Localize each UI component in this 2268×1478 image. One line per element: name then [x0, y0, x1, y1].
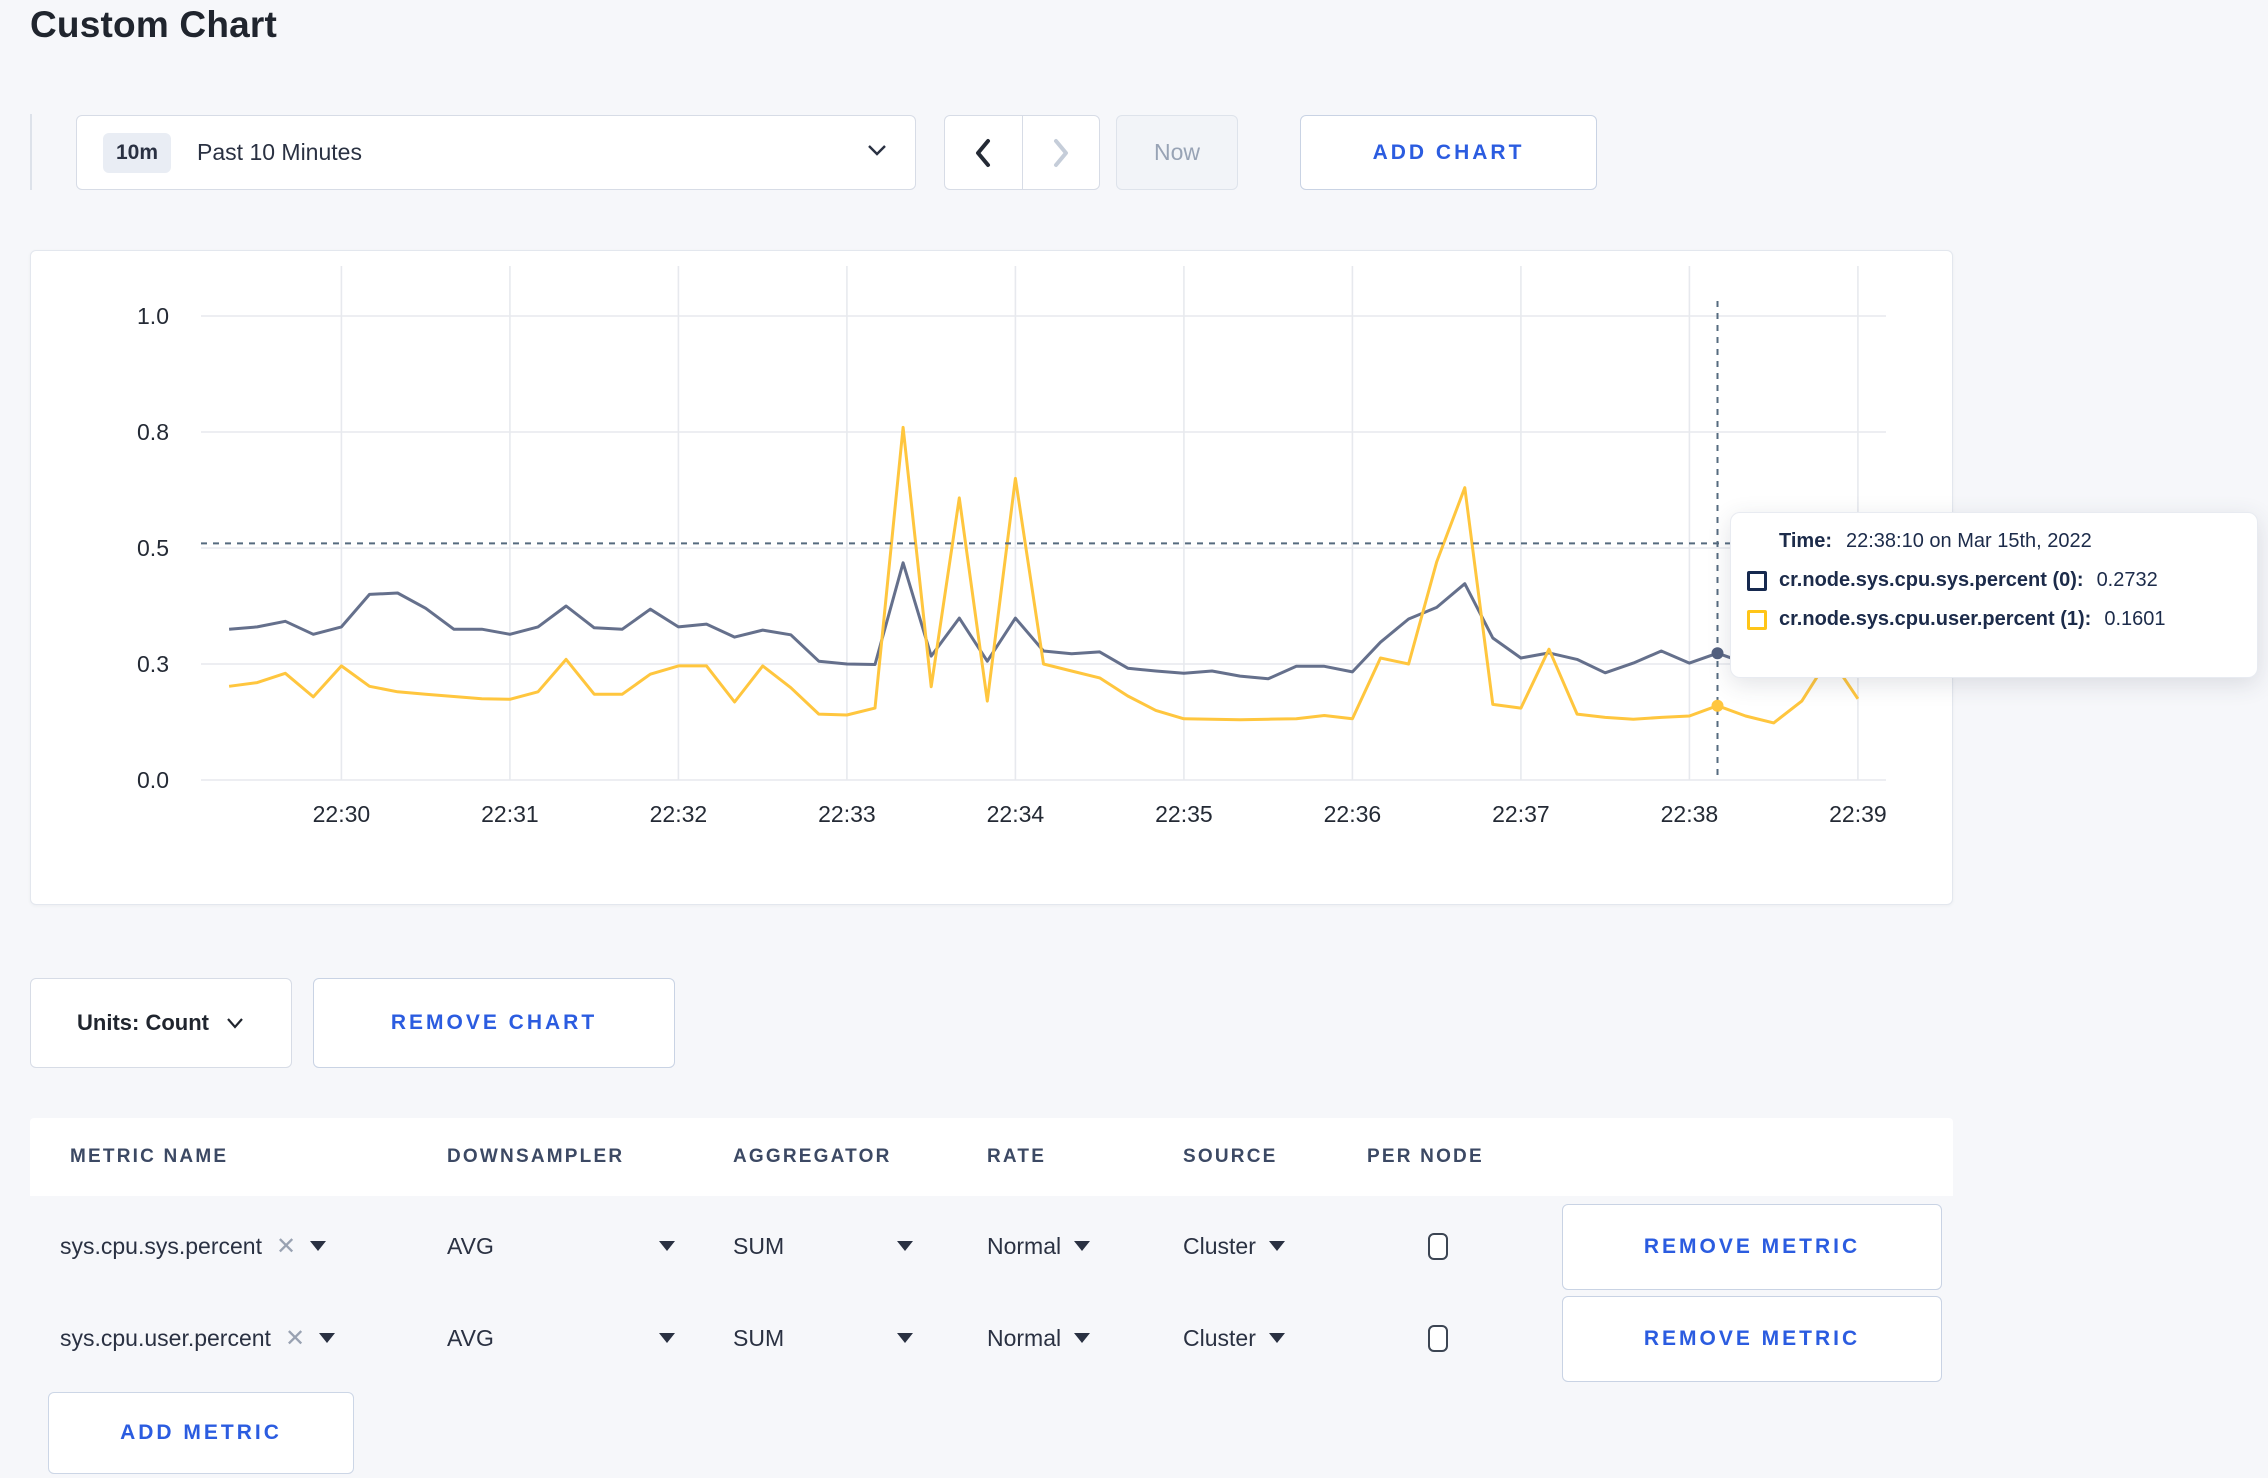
time-window-badge: 10m [103, 132, 172, 173]
rate-value: Normal [987, 1324, 1062, 1351]
metric-name: sys.cpu.user.percent [60, 1324, 271, 1351]
per-node-checkbox[interactable] [1428, 1324, 1448, 1352]
tooltip-series-row: cr.node.sys.cpu.user.percent (1): 0.1601 [1747, 608, 2257, 631]
dropdown-caret-icon [659, 1241, 675, 1251]
rate-select[interactable]: Normal [987, 1200, 1091, 1292]
dropdown-caret-icon [659, 1333, 675, 1343]
y-axis-tick-label: 0.5 [137, 535, 169, 561]
y-axis-tick-label: 0.3 [137, 651, 169, 677]
metric-name-cell: sys.cpu.user.percent ✕ [60, 1292, 336, 1384]
clear-metric-icon[interactable]: ✕ [284, 1324, 306, 1352]
clear-metric-icon[interactable]: ✕ [275, 1232, 297, 1260]
per-node-cell [1428, 1292, 1448, 1384]
source-value: Cluster [1183, 1324, 1256, 1351]
time-window-label: Past 10 Minutes [197, 139, 362, 165]
series-line-1 [228, 425, 1860, 725]
source-value: Cluster [1183, 1232, 1256, 1259]
rate-value: Normal [987, 1232, 1062, 1259]
dropdown-caret-icon [1074, 1333, 1091, 1343]
metrics-table-header: METRIC NAME DOWNSAMPLER AGGREGATOR RATE … [30, 1118, 1953, 1196]
x-axis-tick-label: 22:37 [1492, 801, 1550, 827]
aggregator-value: SUM [733, 1232, 785, 1259]
crosshair-dot-0 [1711, 647, 1724, 660]
downsampler-select[interactable]: AVG [447, 1292, 675, 1384]
dropdown-caret-icon [1268, 1333, 1285, 1343]
source-select[interactable]: Cluster [1183, 1200, 1285, 1292]
source-select[interactable]: Cluster [1183, 1292, 1285, 1384]
units-dropdown[interactable]: Units: Count [30, 978, 292, 1068]
tooltip-series-value: 0.2732 [2096, 569, 2158, 591]
chevron-down-icon [227, 1018, 243, 1029]
per-node-cell [1428, 1200, 1448, 1292]
now-button[interactable]: Now [1116, 115, 1238, 190]
x-axis-tick-label: 22:30 [313, 801, 371, 827]
col-metric-name: METRIC NAME [70, 1146, 229, 1167]
dropdown-caret-icon [897, 1333, 913, 1343]
chart-svg[interactable]: 22:30 22:31 22:32 22:33 22:34 22:35 22:36 22:37… [31, 251, 1954, 906]
prev-time-button[interactable] [945, 116, 1023, 189]
chart-card: 22:30 22:31 22:32 22:33 22:34 22:35 22:36 22:37… [30, 250, 1953, 905]
col-source: SOURCE [1183, 1146, 1278, 1167]
dropdown-caret-icon [1268, 1241, 1285, 1251]
add-metric-button[interactable]: ADD METRIC [48, 1392, 354, 1474]
x-axis-tick-label: 22:39 [1829, 801, 1887, 827]
per-node-checkbox[interactable] [1428, 1232, 1448, 1260]
x-axis-tick-label: 22:35 [1155, 801, 1213, 827]
time-pager [944, 115, 1100, 190]
aggregator-select[interactable]: SUM [733, 1292, 913, 1384]
remove-metric-button[interactable]: REMOVE METRIC [1562, 1204, 1942, 1290]
col-rate: RATE [987, 1146, 1047, 1167]
rate-select[interactable]: Normal [987, 1292, 1091, 1384]
crosshair-dot-1 [1711, 699, 1724, 712]
metric-name-cell: sys.cpu.sys.percent ✕ [60, 1200, 327, 1292]
remove-chart-button[interactable]: REMOVE CHART [313, 978, 675, 1068]
aggregator-select[interactable]: SUM [733, 1200, 913, 1292]
toolbar-divider [30, 114, 32, 190]
dropdown-caret-icon[interactable] [319, 1333, 336, 1343]
tooltip-time-label: Time: [1779, 530, 1832, 552]
page-title: Custom Chart [30, 4, 278, 45]
series-line-0 [228, 561, 1858, 681]
y-axis-tick-label: 1.0 [137, 303, 169, 329]
units-label: Units: Count [77, 1010, 209, 1035]
chevron-left-icon [976, 138, 991, 167]
tooltip-series-name: cr.node.sys.cpu.user.percent (1): [1779, 608, 2092, 630]
y-axis-tick-label: 0.8 [137, 419, 169, 445]
metric-name: sys.cpu.sys.percent [60, 1232, 262, 1259]
x-axis-tick-label: 22:34 [987, 801, 1045, 827]
downsampler-value: AVG [447, 1324, 494, 1351]
x-axis-tick-label: 22:32 [650, 801, 708, 827]
x-axis-tick-label: 22:33 [818, 801, 876, 827]
tooltip-series-value: 0.1601 [2104, 608, 2166, 630]
time-range-dropdown[interactable]: 10m Past 10 Minutes [76, 115, 916, 190]
tooltip-time: Time: 22:38:10 on Mar 15th, 2022 [1779, 530, 2257, 553]
series-swatch-icon [1747, 570, 1767, 591]
col-downsampler: DOWNSAMPLER [447, 1146, 625, 1167]
next-time-button[interactable] [1023, 116, 1100, 189]
chevron-right-icon [1053, 138, 1068, 167]
series-swatch-icon [1747, 609, 1767, 630]
metric-table-row: sys.cpu.sys.percent ✕ AVG SUM Normal Clu… [30, 1200, 1953, 1292]
chevron-down-icon [865, 142, 889, 163]
tooltip-series-name: cr.node.sys.cpu.sys.percent (0): [1779, 569, 2084, 591]
aggregator-value: SUM [733, 1324, 785, 1351]
downsampler-value: AVG [447, 1232, 494, 1259]
remove-metric-button[interactable]: REMOVE METRIC [1562, 1296, 1942, 1382]
downsampler-select[interactable]: AVG [447, 1200, 675, 1292]
x-axis-tick-label: 22:36 [1324, 801, 1382, 827]
dropdown-caret-icon [1074, 1241, 1091, 1251]
x-axis-tick-label: 22:31 [481, 801, 539, 827]
add-chart-button[interactable]: ADD CHART [1300, 115, 1597, 190]
tooltip-time-value: 22:38:10 on Mar 15th, 2022 [1845, 530, 2092, 552]
chart-hover-tooltip: Time: 22:38:10 on Mar 15th, 2022 cr.node.… [1730, 512, 2258, 678]
col-per-node: PER NODE [1367, 1146, 1484, 1167]
tooltip-series-row: cr.node.sys.cpu.sys.percent (0): 0.2732 [1747, 569, 2257, 592]
dropdown-caret-icon[interactable] [310, 1241, 327, 1251]
metric-table-row: sys.cpu.user.percent ✕ AVG SUM Normal Cl… [30, 1292, 1953, 1384]
y-axis-tick-label: 0.0 [137, 767, 169, 793]
col-aggregator: AGGREGATOR [733, 1146, 892, 1167]
dropdown-caret-icon [897, 1241, 913, 1251]
x-axis-tick-label: 22:38 [1661, 801, 1719, 827]
